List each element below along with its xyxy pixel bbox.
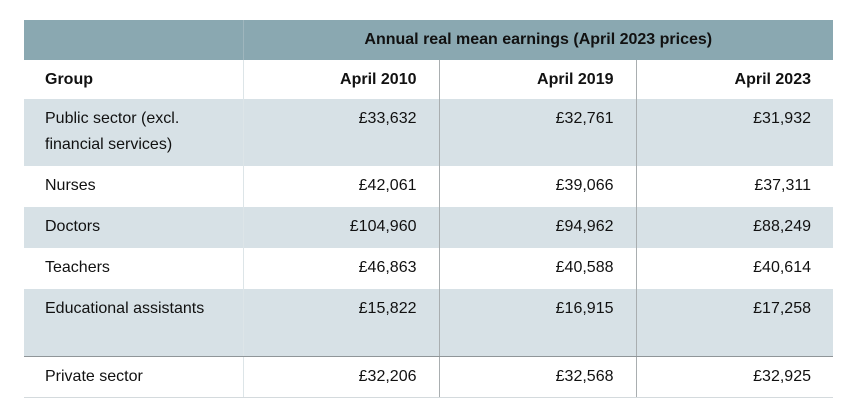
cell-april-2010: £15,822 xyxy=(243,289,440,357)
table-row-nurses: Nurses £42,061 £39,066 £37,311 xyxy=(24,166,833,207)
cell-april-2010: £42,061 xyxy=(243,166,440,207)
super-header-title: Annual real mean earnings (April 2023 pr… xyxy=(243,20,833,60)
cell-april-2010: £32,206 xyxy=(243,356,440,398)
cell-april-2019: £40,588 xyxy=(439,248,637,289)
table-row-public-sector: Public sector (excl. financial services)… xyxy=(24,99,833,166)
row-label: Educational assistants xyxy=(24,289,244,357)
cell-april-2023: £32,925 xyxy=(636,356,833,398)
column-header-row: Group April 2010 April 2019 April 2023 xyxy=(24,60,833,99)
column-header-april-2010: April 2010 xyxy=(243,60,440,99)
table-row-doctors: Doctors £104,960 £94,962 £88,249 xyxy=(24,207,833,248)
earnings-table: Annual real mean earnings (April 2023 pr… xyxy=(24,20,833,398)
table-row-private-sector: Private sector £32,206 £32,568 £32,925 xyxy=(24,356,833,398)
cell-april-2023: £31,932 xyxy=(636,99,833,166)
table-row-educational-assistants: Educational assistants £15,822 £16,915 £… xyxy=(24,289,833,357)
cell-april-2019: £32,761 xyxy=(439,99,637,166)
cell-april-2023: £17,258 xyxy=(636,289,833,357)
table-row-teachers: Teachers £46,863 £40,588 £40,614 xyxy=(24,248,833,289)
row-label: Teachers xyxy=(24,248,244,289)
cell-april-2010: £104,960 xyxy=(243,207,440,248)
cell-april-2023: £40,614 xyxy=(636,248,833,289)
row-label: Doctors xyxy=(24,207,244,248)
cell-april-2019: £39,066 xyxy=(439,166,637,207)
cell-april-2023: £88,249 xyxy=(636,207,833,248)
cell-april-2023: £37,311 xyxy=(636,166,833,207)
column-header-group: Group xyxy=(24,60,244,99)
super-header-blank-cell xyxy=(24,20,244,60)
row-label: Private sector xyxy=(24,356,244,398)
cell-april-2010: £46,863 xyxy=(243,248,440,289)
column-header-april-2019: April 2019 xyxy=(439,60,637,99)
cell-april-2019: £16,915 xyxy=(439,289,637,357)
cell-april-2019: £32,568 xyxy=(439,356,637,398)
row-label: Public sector (excl. financial services) xyxy=(24,99,244,166)
row-label: Nurses xyxy=(24,166,244,207)
earnings-table-container: Annual real mean earnings (April 2023 pr… xyxy=(24,20,833,398)
cell-april-2019: £94,962 xyxy=(439,207,637,248)
column-header-april-2023: April 2023 xyxy=(636,60,833,99)
super-header-row: Annual real mean earnings (April 2023 pr… xyxy=(24,20,833,60)
cell-april-2010: £33,632 xyxy=(243,99,440,166)
